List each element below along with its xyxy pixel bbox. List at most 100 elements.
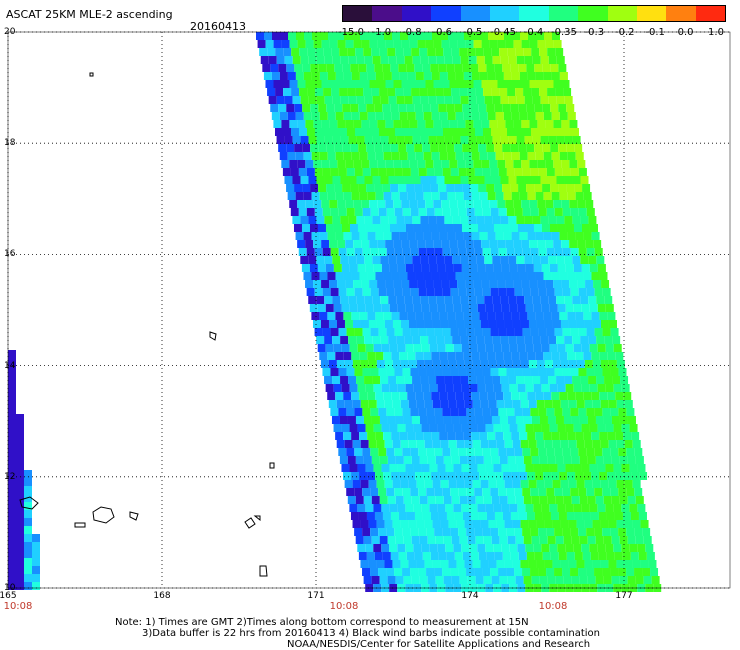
swath-cell (332, 256, 341, 264)
swath-cell (481, 240, 490, 248)
swath-cell (561, 240, 570, 248)
swath-cell (570, 328, 579, 336)
swath-cell (477, 464, 486, 472)
swath-cell (533, 384, 542, 392)
swath-cell (589, 304, 598, 312)
swath-cell (527, 392, 536, 400)
swath-cell (566, 184, 575, 192)
swath-cell (316, 256, 325, 264)
swath-cell (510, 104, 519, 112)
swath-cell (568, 400, 577, 408)
swath-cell (358, 104, 367, 112)
swath-cell (594, 568, 603, 576)
swath-cell (316, 176, 325, 184)
swath-cell (305, 80, 314, 88)
swath-cell (443, 416, 452, 424)
island-outline (244, 517, 256, 529)
swath-cell (410, 128, 419, 136)
swath-cell (535, 232, 544, 240)
swath-cell (535, 272, 544, 280)
swath-cell (637, 464, 646, 472)
swath-cell (513, 160, 522, 168)
swath-cell (471, 232, 480, 240)
swath-cell (391, 352, 400, 360)
swath-cell (530, 408, 539, 416)
swath-cell (600, 560, 609, 568)
swath-cell (498, 448, 507, 456)
swath-cell (386, 568, 395, 576)
swath-cell (542, 64, 551, 72)
swath-cell (608, 360, 617, 368)
swath-cell (523, 456, 532, 464)
swath-cell (403, 576, 412, 584)
swath-cell (409, 120, 418, 128)
swath-cell (551, 112, 560, 120)
swath-cell (434, 328, 443, 336)
lon-tick-label: 168 (153, 591, 171, 601)
swath-cell (353, 160, 362, 168)
swath-cell (365, 464, 374, 472)
swath-cell (508, 256, 517, 264)
swath-cell (535, 152, 544, 160)
swath-cell (421, 344, 430, 352)
swath-cell (302, 184, 311, 192)
swath-cell (495, 112, 504, 120)
swath-cell (367, 192, 376, 200)
swath-cell (257, 40, 266, 48)
swath-cell (561, 120, 570, 128)
swath-cell (386, 248, 395, 256)
swath-cell (397, 384, 406, 392)
swath-cell (332, 176, 341, 184)
swath-cell (407, 232, 416, 240)
swath-cell (363, 88, 372, 96)
swath-cell (322, 248, 331, 256)
swath-cell (327, 352, 336, 360)
swath-cell (381, 264, 390, 272)
swath-cell (314, 168, 323, 176)
swath-cell (505, 240, 514, 248)
swath-cell (343, 152, 352, 160)
swath-cell (370, 208, 379, 216)
swath-cell (548, 136, 557, 144)
swath-cell (382, 512, 391, 520)
swath-cell (479, 272, 488, 280)
swath-cell (500, 96, 509, 104)
swath-cell (529, 80, 538, 88)
swath-cell (595, 416, 604, 424)
swath-cell (481, 120, 490, 128)
swath-cell (598, 552, 607, 560)
swath-cell (463, 312, 472, 320)
swath-cell (448, 360, 457, 368)
swath-cell (440, 520, 449, 528)
swath-cell (516, 376, 525, 384)
swath-cell (372, 216, 381, 224)
swath-cell (621, 384, 630, 392)
swath-cell (522, 568, 531, 576)
swath-cell (348, 96, 357, 104)
swath-cell (508, 336, 517, 344)
time-tick-label: 10:08 (3, 601, 33, 612)
swath-cell (8, 366, 16, 374)
swath-cell (539, 456, 548, 464)
swath-cell (348, 176, 357, 184)
colorbar-label: -0.4 (523, 27, 544, 38)
swath-cell (481, 40, 490, 48)
swath-cell (510, 64, 519, 72)
swath-cell (440, 360, 449, 368)
swath-cell (357, 344, 366, 352)
swath-cell (296, 32, 304, 40)
swath-cell (627, 416, 636, 424)
swath-cell (530, 248, 539, 256)
colorbar-label: -0.5 (462, 27, 483, 38)
swath-cell (328, 320, 337, 328)
swath-cell (541, 264, 550, 272)
colorbar-label: 1.0 (708, 27, 724, 38)
swath-cell (287, 72, 296, 80)
swath-cell (393, 120, 402, 128)
swath-cell (426, 568, 435, 576)
swath-cell (538, 128, 547, 136)
swath-cell (578, 488, 587, 496)
swath-cell (388, 216, 397, 224)
swath-cell (507, 88, 516, 96)
swath-cell (351, 472, 360, 480)
